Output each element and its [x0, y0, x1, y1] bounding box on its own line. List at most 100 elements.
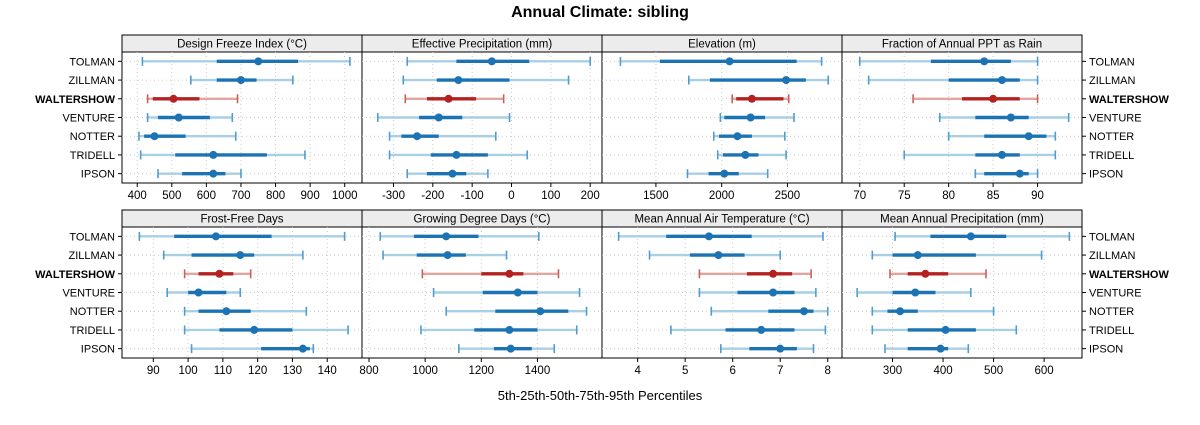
interval-notter	[710, 306, 829, 316]
site-label-right: ZILLMAN	[1089, 250, 1136, 262]
median-dot	[434, 113, 443, 122]
site-label-left: WALTERSHOW	[35, 269, 115, 281]
median-dot	[757, 325, 766, 334]
median-dot	[911, 288, 920, 297]
site-label-left: VENTURE	[62, 113, 115, 125]
interval-tridell	[420, 325, 578, 335]
site-label-right: NOTTER	[1089, 306, 1134, 318]
x-axis-tick-label: 400	[128, 190, 147, 202]
interval-tridell	[183, 325, 349, 335]
interval-waltershow	[889, 269, 987, 279]
x-axis-tick-label: 4	[634, 365, 641, 377]
interval-ipson	[190, 344, 315, 354]
median-dot	[1006, 113, 1015, 122]
interval-tridell	[871, 325, 1018, 335]
x-axis-tick-label: 800	[359, 365, 378, 377]
median-dot	[747, 94, 756, 103]
interval-tridell	[903, 150, 1057, 160]
x-axis-tick-label: 600	[197, 190, 216, 202]
x-axis-tick-label: 500	[984, 365, 1003, 377]
interval-notter	[712, 131, 786, 141]
panel-strip-label: Fraction of Annual PPT as Rain	[882, 39, 1042, 51]
interval-notter	[183, 306, 308, 316]
interval-zillman	[648, 250, 782, 260]
site-label-right: IPSON	[1089, 169, 1123, 181]
site-label-left: ZILLMAN	[69, 250, 116, 262]
interval-tridell	[716, 150, 787, 160]
median-dot	[150, 132, 159, 141]
interval-zillman	[402, 75, 570, 85]
x-axis-tick-label: 1500	[643, 190, 669, 202]
median-dot	[776, 344, 785, 353]
median-dot	[725, 57, 734, 66]
interval-venture	[432, 288, 581, 297]
interval-venture	[146, 113, 234, 122]
interval-tridell	[670, 325, 827, 335]
median-dot	[174, 113, 183, 122]
interval-notter	[947, 131, 1057, 141]
panel-mean-annual-air-temperature: Mean Annual Air Temperature (°C) 4 5 6 7 8	[601, 209, 843, 377]
interval-waltershow	[698, 269, 812, 279]
x-axis-tick-label: 1000	[412, 365, 438, 377]
median-dot	[733, 132, 742, 141]
panel-strip-label: Growing Degree Days (°C)	[414, 214, 551, 226]
panel-strip-label: Design Freeze Index (°C)	[177, 39, 307, 51]
interval-venture	[166, 288, 242, 297]
site-label-right: WALTERSHOW	[1089, 94, 1169, 106]
site-label-left: NOTTER	[70, 131, 115, 143]
x-axis-tick-label: 8	[825, 365, 831, 377]
x-axis-tick-label: 80	[942, 190, 955, 202]
site-label-left: WALTERSHOW	[35, 94, 115, 106]
x-axis-tick-label: 110	[214, 365, 232, 377]
site-label-left: IPSON	[81, 169, 115, 181]
median-dot	[998, 150, 1006, 159]
x-axis-tick-label: 2500	[775, 190, 801, 202]
x-axis-tick-label: 130	[283, 365, 302, 377]
interval-notter	[871, 306, 995, 316]
interval-tolman	[894, 231, 1071, 241]
median-dot	[1024, 132, 1033, 141]
median-dot	[506, 344, 515, 353]
median-dot	[250, 325, 259, 334]
x-axis-tick-label: 2000	[709, 190, 735, 202]
median-dot	[444, 94, 453, 103]
interval-zillman	[190, 75, 294, 85]
x-axis-tick-label: 5	[682, 365, 688, 377]
median-dot	[215, 269, 224, 278]
median-dot	[209, 150, 218, 159]
interval-waltershow	[183, 269, 252, 279]
median-dot	[704, 232, 713, 241]
x-axis-tick-label: 70	[853, 190, 866, 202]
median-dot	[194, 288, 203, 297]
x-axis-tick-label: 200	[581, 190, 600, 202]
interval-venture	[856, 288, 972, 297]
interval-tolman	[138, 231, 346, 241]
median-dot	[505, 269, 514, 278]
median-dot	[513, 288, 522, 297]
x-axis-caption: 5th-25th-50th-75th-95th Percentiles	[497, 388, 703, 403]
panel-strip-label: Mean Annual Precipitation (mm)	[880, 214, 1044, 226]
site-label-left: ZILLMAN	[69, 75, 116, 87]
x-axis-tick-label: 1200	[469, 365, 495, 377]
panel-strip-label: Mean Annual Air Temperature (°C)	[634, 214, 809, 226]
interval-ipson	[157, 169, 242, 179]
x-axis-tick-label: 100	[178, 365, 197, 377]
site-label-right: TRIDELL	[1089, 150, 1134, 162]
panel-strip-label: Effective Precipitation (mm)	[412, 39, 553, 51]
x-axis-tick-label: 140	[318, 365, 337, 377]
interval-zillman	[162, 250, 304, 260]
interval-waltershow	[404, 94, 505, 104]
site-label-right: TOLMAN	[1089, 56, 1135, 68]
x-axis-tick-label: 6	[729, 365, 735, 377]
x-axis-tick-label: 600	[1035, 365, 1054, 377]
interval-waltershow	[731, 94, 790, 104]
interval-tolman	[617, 231, 824, 241]
site-label-right: TRIDELL	[1089, 325, 1134, 337]
median-dot	[448, 169, 457, 178]
panel-mean-annual-precipitation: Mean Annual Precipitation (mm) 300 400 500 6…	[841, 209, 1169, 377]
median-dot	[209, 169, 218, 178]
panel-growing-degree-days: Growing Degree Days (°C) 800 1000 1200 1400	[359, 209, 603, 377]
interval-venture	[719, 113, 795, 122]
median-dot	[487, 57, 496, 66]
x-axis-tick-label: -100	[461, 190, 484, 202]
